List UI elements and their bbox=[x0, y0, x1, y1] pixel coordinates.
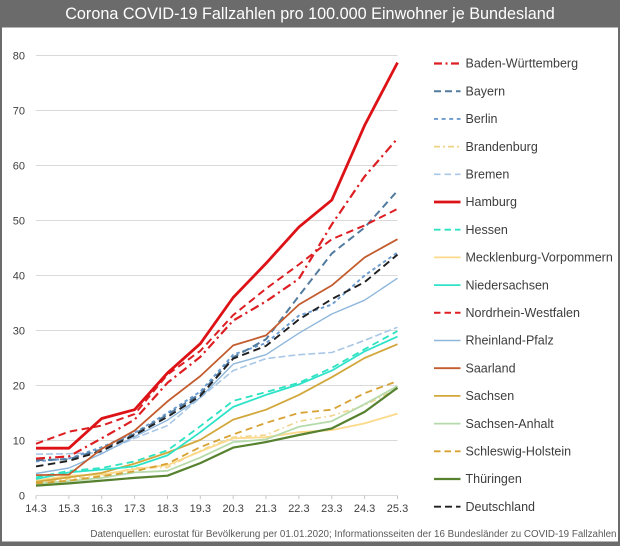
svg-text:10: 10 bbox=[13, 436, 25, 448]
svg-text:40: 40 bbox=[13, 271, 25, 283]
svg-text:60: 60 bbox=[13, 161, 25, 173]
svg-text:22.3: 22.3 bbox=[288, 503, 309, 515]
svg-text:16.3: 16.3 bbox=[91, 503, 112, 515]
svg-text:Thüringen: Thüringen bbox=[466, 472, 522, 486]
svg-text:18.3: 18.3 bbox=[157, 503, 178, 515]
svg-text:80: 80 bbox=[13, 51, 25, 63]
svg-text:Nordrhein-Westfalen: Nordrhein-Westfalen bbox=[466, 306, 580, 320]
svg-text:25.3: 25.3 bbox=[387, 503, 408, 515]
svg-text:21.3: 21.3 bbox=[255, 503, 276, 515]
svg-text:Schleswig-Holstein: Schleswig-Holstein bbox=[466, 445, 572, 459]
svg-text:Brandenburg: Brandenburg bbox=[466, 140, 538, 154]
svg-text:Saarland: Saarland bbox=[466, 361, 516, 375]
svg-text:Rheinland-Pfalz: Rheinland-Pfalz bbox=[466, 334, 554, 348]
svg-text:50: 50 bbox=[13, 216, 25, 228]
svg-text:Berlin: Berlin bbox=[466, 112, 498, 126]
svg-text:Datenquellen: eurostat für Bev: Datenquellen: eurostat für Bevölkerung p… bbox=[90, 529, 616, 540]
svg-text:24.3: 24.3 bbox=[354, 503, 375, 515]
svg-text:Baden-Württemberg: Baden-Württemberg bbox=[466, 57, 579, 71]
svg-text:15.3: 15.3 bbox=[58, 503, 79, 515]
svg-text:30: 30 bbox=[13, 326, 25, 338]
svg-text:Sachsen-Anhalt: Sachsen-Anhalt bbox=[466, 417, 555, 431]
svg-text:Bremen: Bremen bbox=[466, 168, 510, 182]
svg-text:Deutschland: Deutschland bbox=[466, 500, 536, 514]
svg-text:Corona COVID-19 Fallzahlen pro: Corona COVID-19 Fallzahlen pro 100.000 E… bbox=[65, 5, 555, 23]
svg-text:Sachsen: Sachsen bbox=[466, 389, 515, 403]
svg-text:14.3: 14.3 bbox=[25, 503, 46, 515]
svg-text:19.3: 19.3 bbox=[190, 503, 211, 515]
svg-text:Bayern: Bayern bbox=[466, 84, 506, 98]
svg-text:17.3: 17.3 bbox=[124, 503, 145, 515]
svg-text:70: 70 bbox=[13, 106, 25, 118]
svg-text:0: 0 bbox=[19, 491, 25, 503]
svg-text:23.3: 23.3 bbox=[321, 503, 342, 515]
svg-text:Hessen: Hessen bbox=[466, 223, 508, 237]
svg-text:20.3: 20.3 bbox=[222, 503, 243, 515]
svg-text:20: 20 bbox=[13, 381, 25, 393]
svg-text:Mecklenburg-Vorpommern: Mecklenburg-Vorpommern bbox=[466, 251, 613, 265]
svg-text:Niedersachsen: Niedersachsen bbox=[466, 278, 549, 292]
svg-text:Hamburg: Hamburg bbox=[466, 195, 517, 209]
